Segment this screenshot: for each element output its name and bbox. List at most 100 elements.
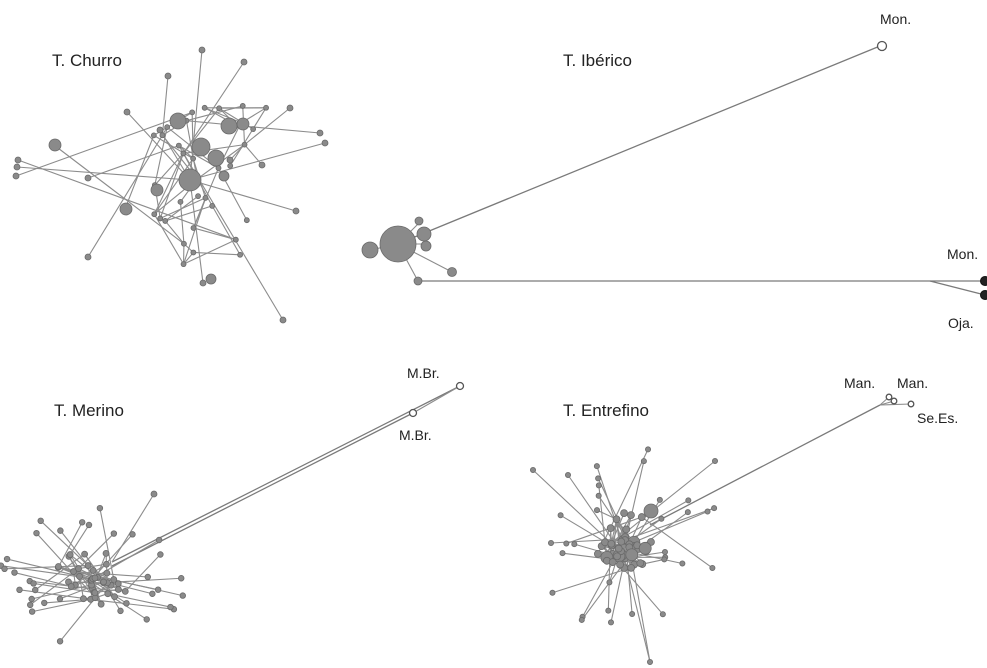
network-node <box>121 587 129 595</box>
panel-title-iberico: T. Ibérico <box>563 51 632 70</box>
network-node <box>711 505 718 512</box>
network-node <box>159 132 166 139</box>
network-node <box>119 202 133 216</box>
network-node <box>164 72 172 80</box>
network-node <box>169 112 187 130</box>
network-node <box>625 548 639 562</box>
network-node <box>110 530 118 537</box>
node-label-iberico-oja: Oja. <box>948 315 974 331</box>
network-edge <box>633 511 708 543</box>
network-node <box>97 600 105 608</box>
network-node <box>55 563 62 570</box>
network-node <box>606 524 615 533</box>
network-node <box>559 550 566 557</box>
network-node <box>237 251 243 258</box>
network-edge <box>189 179 204 284</box>
network-edge <box>154 153 184 186</box>
network-node <box>595 475 602 482</box>
network-node <box>129 531 136 538</box>
network-edge <box>641 516 713 569</box>
network-edge <box>57 522 83 568</box>
network-node <box>658 515 665 522</box>
network-node <box>180 261 187 268</box>
network-node <box>679 560 686 567</box>
network-node <box>571 541 578 548</box>
network-edge <box>229 144 245 161</box>
network-node <box>645 446 652 453</box>
network-edge <box>111 493 155 563</box>
network-node <box>28 608 36 615</box>
network-node <box>232 236 239 243</box>
network-node <box>41 599 48 607</box>
network-node <box>638 541 652 555</box>
network-node <box>111 593 118 601</box>
network-edge <box>189 142 326 181</box>
network-node <box>114 580 122 588</box>
network-node <box>154 586 162 593</box>
network-node <box>530 466 537 473</box>
network-edge <box>193 251 241 256</box>
network-node <box>37 517 44 525</box>
network-edge <box>610 519 618 544</box>
network-node <box>416 226 432 242</box>
network-node <box>241 141 248 148</box>
network-node <box>220 117 238 135</box>
network-node <box>420 240 432 252</box>
network-node <box>236 117 250 131</box>
network-node <box>980 276 987 286</box>
network-node <box>164 124 171 131</box>
network-edge <box>107 593 171 608</box>
network-node <box>661 549 668 556</box>
network-node <box>117 607 124 615</box>
network-edge <box>649 404 881 526</box>
network-node <box>162 218 169 224</box>
network-edge <box>567 474 620 549</box>
network-node <box>85 521 93 529</box>
network-edge <box>111 412 414 567</box>
network-node <box>379 225 417 263</box>
network-node <box>607 539 616 548</box>
network-edge <box>17 159 237 241</box>
network-node <box>627 563 635 572</box>
network-node <box>643 503 659 519</box>
network-node <box>103 569 111 577</box>
network-node <box>612 515 621 524</box>
network-edge <box>412 385 461 414</box>
network-node <box>226 156 234 164</box>
network-node <box>32 586 39 594</box>
network-edge <box>610 512 625 544</box>
network-node <box>102 549 110 557</box>
network-node <box>240 58 248 66</box>
network-node <box>614 544 623 553</box>
network-node <box>179 592 186 599</box>
node-label-merino-mbr-bottom: M.Br. <box>399 427 432 443</box>
network-node <box>563 540 570 547</box>
network-node <box>578 616 585 623</box>
network-node <box>549 589 556 596</box>
network-node <box>907 400 915 408</box>
network-edge <box>68 524 90 557</box>
network-edge <box>111 385 461 563</box>
network-node <box>685 497 692 504</box>
network-edge <box>32 598 91 613</box>
network-node <box>80 595 87 603</box>
network-node <box>408 408 418 418</box>
network-node <box>595 492 602 499</box>
network-node <box>1 565 8 573</box>
network-node <box>123 108 131 116</box>
network-node <box>70 568 77 575</box>
network-node <box>216 105 223 112</box>
network-node <box>712 457 719 464</box>
network-node <box>594 549 602 558</box>
network-node <box>3 555 11 563</box>
network-node <box>195 193 201 200</box>
network-node <box>56 595 64 603</box>
network-edge <box>399 45 881 244</box>
network-edge <box>33 582 95 594</box>
network-edge <box>161 75 169 136</box>
network-edge <box>165 205 213 222</box>
network-edge <box>164 220 185 245</box>
node-label-entrefino-man-1: Man. <box>844 375 875 391</box>
network-node <box>155 536 163 544</box>
network-node <box>190 225 197 231</box>
